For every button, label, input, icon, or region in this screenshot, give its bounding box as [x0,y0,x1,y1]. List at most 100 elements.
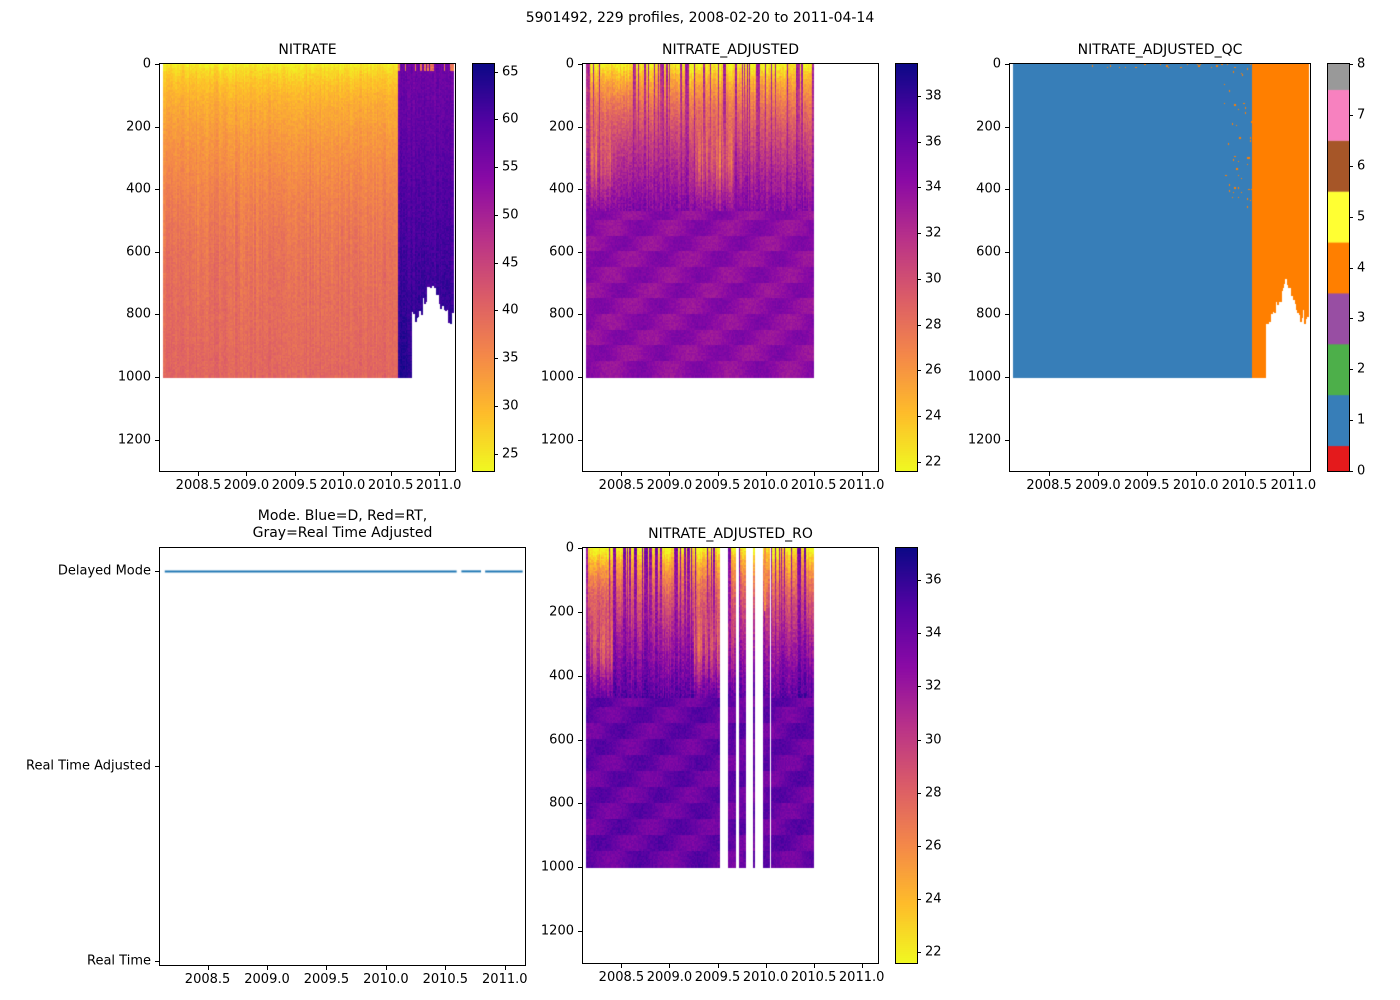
tick-mark [918,324,921,326]
colorbar-tick-label: 8 [1357,56,1366,72]
colorbar-tick-label: 2 [1357,361,1366,377]
x-tick-label: 2010.5 [790,478,837,493]
colorbar-tick-label: 60 [502,111,519,127]
y-tick-label: 0 [565,56,574,72]
x-tick-label: 2008.5 [598,970,645,985]
tick-mark [495,119,498,121]
tick-mark [1350,64,1353,65]
tick-mark [207,966,209,970]
figure-title: 5901492, 229 profiles, 2008-02-20 to 201… [525,10,875,26]
tick-mark [495,453,498,455]
tick-mark [495,310,498,312]
tick-mark [918,233,921,235]
nitrate-adjusted-ro-heatmap-canvas [582,547,879,964]
tick-mark [765,472,767,476]
colorbar-tick-label: 26 [925,362,942,378]
tick-mark [390,472,392,476]
colorbar-tick-label: 40 [502,302,519,318]
y-tick-label: 600 [976,244,1001,260]
y-tick-label: 1000 [967,369,1001,385]
tick-mark [1350,471,1353,472]
x-tick-label: 2009.0 [1075,478,1121,493]
colorbar-tick-label: 30 [925,732,942,748]
tick-mark [495,214,498,216]
colorbar-tick-label: 28 [925,785,942,801]
y-tick-label: 800 [976,306,1001,322]
tick-mark [155,314,159,316]
y-tick-label: 800 [549,306,574,322]
y-tick-label: 1000 [117,369,151,385]
tick-mark [861,472,863,476]
tick-mark [1350,114,1353,116]
tick-mark [578,439,582,441]
tick-mark [918,579,921,581]
panel-title-nitrate-adjusted-qc: NITRATE_ADJUSTED_QC [1077,42,1243,58]
tick-mark [1005,64,1009,65]
tick-mark [861,964,863,968]
colorbar-tick-label: 6 [1357,158,1366,174]
nitrate-colorbar-canvas [472,63,495,472]
x-tick-label: 2010.5 [1221,478,1268,493]
tick-mark [246,472,248,476]
x-tick-label: 2010.0 [1172,478,1219,493]
tick-mark [385,966,387,970]
panel-title-mode: Mode. Blue=D, Red=RT, Gray=Real Time Adj… [252,508,433,541]
colorbar-tick-label: 50 [502,207,519,223]
x-tick-label: 2009.0 [244,972,290,987]
colorbar-tick-label: 4 [1357,260,1366,275]
x-tick-label: 2008.5 [175,478,222,493]
colorbar-tick-label: 30 [925,271,942,287]
x-tick-label: 2010.0 [319,478,366,493]
colorbar-tick-label: 34 [925,179,942,195]
colorbar-tick-label: 65 [502,64,519,80]
tick-mark [918,141,921,143]
x-tick-label: 2009.0 [223,478,270,493]
x-tick-label: 2009.0 [646,970,693,985]
tick-mark [495,262,498,264]
colorbar-tick-label: 22 [925,454,942,470]
tick-mark [342,472,344,476]
y-tick-label: 800 [549,795,574,811]
x-tick-label: 2008.5 [598,478,645,493]
x-tick-label: 2010.5 [422,972,469,987]
colorbar-tick-label: 36 [925,134,942,150]
colorbar-tick-label: 45 [502,255,519,271]
tick-mark [578,611,582,613]
tick-mark [155,251,159,253]
tick-mark [1293,472,1295,476]
x-tick-label: 2010.5 [367,478,414,493]
x-tick-label: 2011.0 [415,478,462,493]
y-tick-label: 200 [549,604,574,620]
tick-mark [621,964,623,968]
y-tick-label: 200 [549,119,574,135]
tick-mark [578,931,582,933]
tick-mark [578,377,582,379]
tick-mark [495,167,498,169]
colorbar-tick-label: 32 [925,225,942,241]
nitrate-adjusted-ro-colorbar-canvas [895,547,918,964]
y-tick-label: 400 [976,181,1001,197]
tick-mark [155,766,159,768]
colorbar-tick-label: 0 [1357,463,1366,479]
tick-mark [717,472,719,476]
tick-mark [495,71,498,73]
y-tick-label: 200 [976,119,1001,135]
tick-mark [1005,251,1009,253]
tick-mark [155,64,159,65]
y-tick-label: 1200 [967,432,1001,448]
y-tick-label: Real Time [87,953,151,969]
x-tick-label: 2010.5 [790,970,837,985]
tick-mark [1005,126,1009,128]
tick-mark [578,739,582,741]
colorbar-tick-label: 32 [925,678,942,694]
colorbar-tick-label: 24 [925,891,942,907]
tick-mark [918,278,921,280]
y-tick-label: 400 [549,181,574,197]
tick-mark [578,126,582,128]
y-tick-label: 400 [549,668,574,684]
x-tick-label: 2009.5 [271,478,318,493]
y-tick-label: 1000 [540,859,574,875]
y-tick-label: 0 [565,540,574,556]
tick-mark [1005,314,1009,316]
